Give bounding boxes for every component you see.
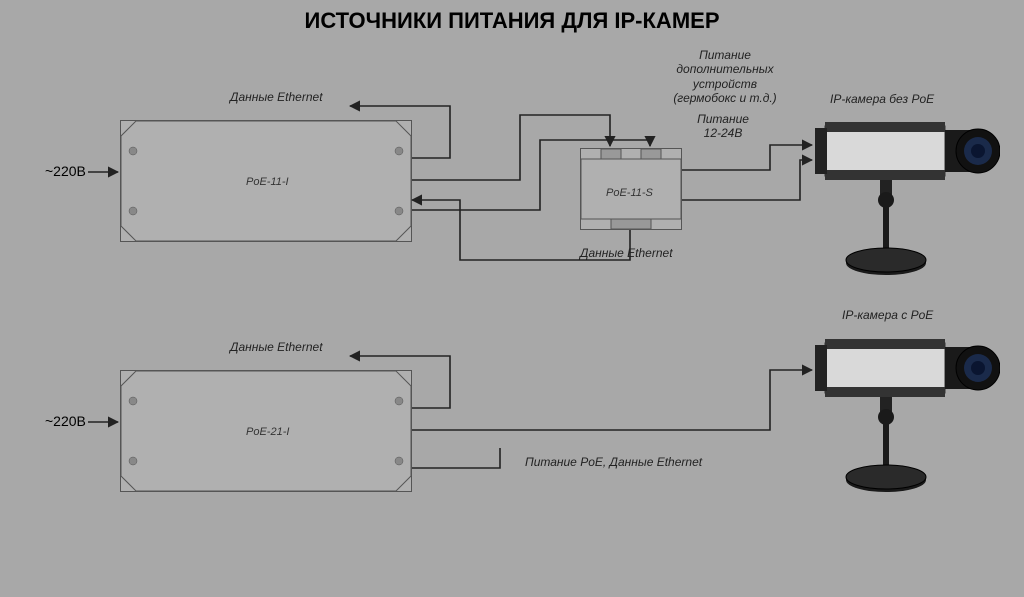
annotation-aux-power: Питаниедополнительныхустройств(гермобокс…	[660, 48, 790, 106]
annotation-camera-no-poe: IP-камера без PoE	[830, 92, 934, 106]
annotation-data-ethernet: Данные Ethernet	[580, 246, 673, 260]
device-poe-11-i: PoE-11-I	[120, 120, 412, 242]
annotation-camera-poe: IP-камера с PoE	[842, 308, 933, 322]
annotation-220v: ~220В	[45, 413, 86, 429]
device-label: PoE-21-I	[246, 426, 289, 438]
page-title: ИСТОЧНИКИ ПИТАНИЯ ДЛЯ IP-КАМЕР	[0, 8, 1024, 34]
annotation-poe-data: Питание PoE, Данные Ethernet	[525, 455, 702, 469]
diagram-canvas: ИСТОЧНИКИ ПИТАНИЯ ДЛЯ IP-КАМЕР PoE-11-I …	[0, 0, 1024, 597]
device-poe-21-i: PoE-21-I	[120, 370, 412, 492]
annotation-data-ethernet: Данные Ethernet	[230, 90, 323, 104]
device-poe-11-s: PoE-11-S	[580, 148, 682, 230]
annotation-220v: ~220В	[45, 163, 86, 179]
ip-camera-icon	[810, 108, 1000, 283]
ip-camera-icon	[810, 325, 1000, 500]
annotation-power-12-24: Питание12-24В	[688, 112, 758, 141]
device-label: PoE-11-I	[246, 176, 289, 188]
wiring-overlay	[0, 0, 1024, 597]
annotation-data-ethernet: Данные Ethernet	[230, 340, 323, 354]
device-label: PoE-11-S	[606, 187, 653, 199]
